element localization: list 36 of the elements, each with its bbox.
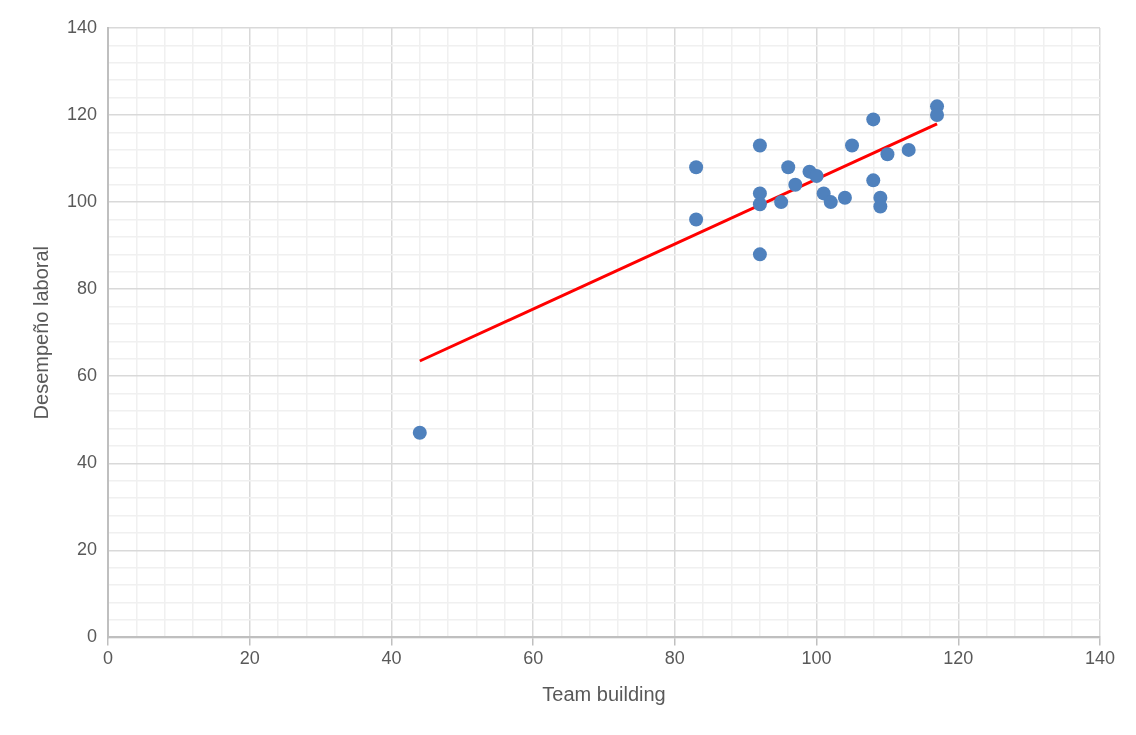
y-tick-label: 60 xyxy=(77,365,98,386)
x-tick-label: 80 xyxy=(664,648,685,669)
y-tick-label: 80 xyxy=(77,278,98,299)
x-tick-label: 140 xyxy=(1084,648,1116,669)
point xyxy=(689,212,704,227)
y-tick-label: 140 xyxy=(66,16,98,37)
point xyxy=(880,147,895,162)
point xyxy=(845,138,860,153)
point xyxy=(752,197,767,212)
x-tick-label: 40 xyxy=(381,648,402,669)
y-tick-label: 0 xyxy=(87,626,98,647)
x-tick-label: 20 xyxy=(239,648,260,669)
point xyxy=(930,108,945,123)
x-tick-label: 120 xyxy=(943,648,974,669)
point xyxy=(788,177,803,192)
y-axis-title: Desempeño laboral xyxy=(29,245,52,420)
point xyxy=(809,169,824,183)
point xyxy=(901,142,916,157)
point xyxy=(689,160,704,175)
point xyxy=(774,195,789,210)
y-tick-label: 20 xyxy=(77,539,98,560)
point xyxy=(752,138,767,153)
x-tick-label: 60 xyxy=(523,648,544,669)
point xyxy=(866,112,881,127)
x-axis-title: Team building xyxy=(542,682,666,705)
point xyxy=(752,247,767,262)
y-tick-label: 40 xyxy=(77,452,98,473)
x-tick-label: 0 xyxy=(103,648,114,669)
y-tick-label: 120 xyxy=(66,104,98,125)
y-tick-label: 100 xyxy=(66,191,98,212)
x-tick-label: 100 xyxy=(801,648,832,669)
point xyxy=(866,173,881,188)
point xyxy=(837,190,852,205)
point xyxy=(823,195,838,210)
point xyxy=(412,425,427,440)
point xyxy=(781,160,796,175)
